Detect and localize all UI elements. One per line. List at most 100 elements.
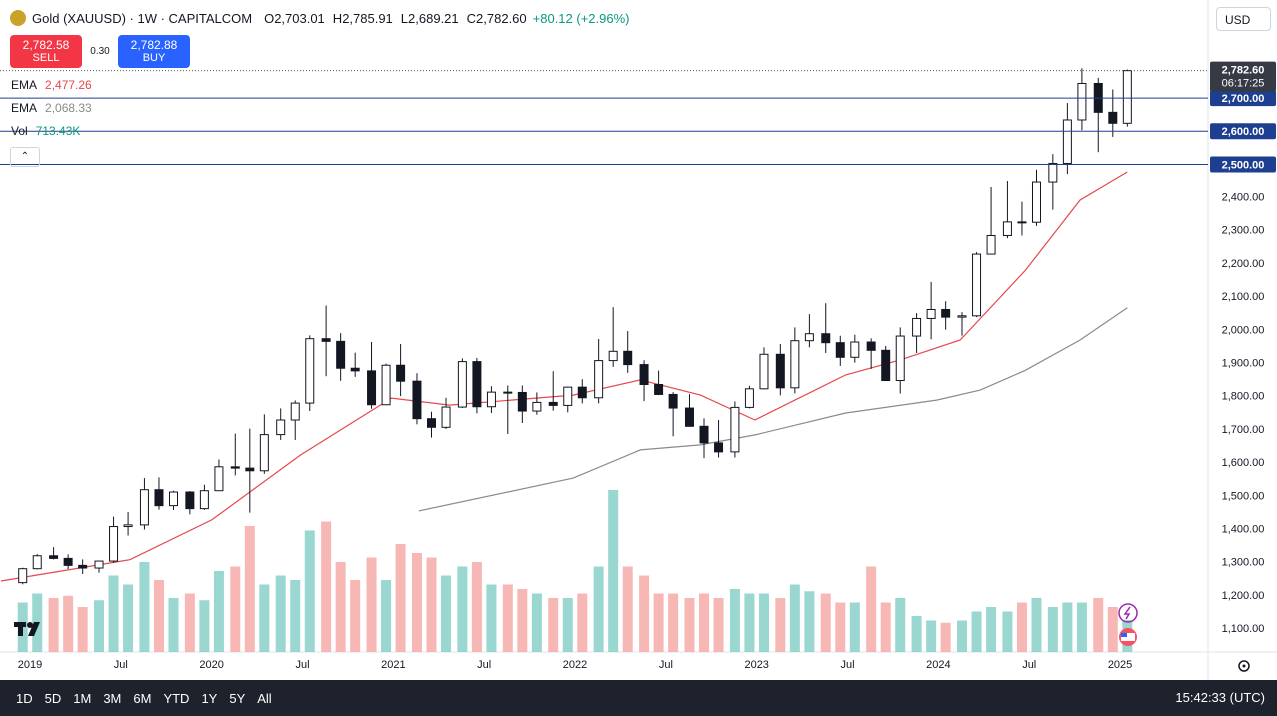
volume-bar bbox=[184, 593, 195, 652]
volume-bar bbox=[940, 622, 951, 652]
volume-bar bbox=[199, 600, 210, 652]
timeframe-button[interactable]: 5Y bbox=[229, 690, 246, 706]
timeframe-button[interactable]: All bbox=[257, 690, 272, 706]
price-line-label-bg bbox=[1210, 123, 1276, 140]
y-tick-label: 1,500.00 bbox=[1222, 490, 1265, 502]
sell-price: 2,782.58 bbox=[22, 37, 70, 52]
volume-bar bbox=[653, 593, 664, 652]
volume-bar bbox=[153, 580, 164, 652]
volume-bar bbox=[713, 598, 724, 652]
sell-button[interactable]: 2,782.58 SELL bbox=[10, 35, 82, 68]
legend-name: Vol bbox=[11, 124, 28, 138]
timeframe-button[interactable]: 1D bbox=[16, 690, 33, 706]
candle-body bbox=[714, 442, 724, 453]
legend-value: 2,477.26 bbox=[45, 78, 92, 92]
volume-bar bbox=[411, 553, 422, 652]
candle-body bbox=[336, 340, 346, 369]
ohlc-item: O2,703.01 bbox=[264, 11, 325, 26]
timeframe-button[interactable]: 1M bbox=[73, 690, 92, 706]
candle-body bbox=[866, 341, 876, 351]
volume-bar bbox=[213, 571, 224, 652]
candle-body bbox=[18, 568, 28, 584]
candle-body bbox=[94, 560, 104, 569]
volume-bar bbox=[381, 580, 392, 652]
settings-icon[interactable] bbox=[1238, 660, 1250, 672]
volume-bar bbox=[77, 607, 88, 652]
volume-bar bbox=[926, 620, 937, 652]
timeframe-button[interactable]: 5D bbox=[44, 690, 62, 706]
x-tick-label: Jul bbox=[477, 659, 491, 671]
candle-body bbox=[699, 425, 709, 444]
ohlc-item: C2,782.60 bbox=[467, 11, 527, 26]
y-tick-label: 1,300.00 bbox=[1222, 557, 1265, 569]
legend-row: EMA 2,068.33 bbox=[11, 101, 92, 115]
candle-body bbox=[123, 524, 133, 528]
volume-bar bbox=[1076, 602, 1087, 652]
volume-bar bbox=[971, 611, 982, 652]
volume-bar bbox=[957, 620, 968, 652]
volume-bar bbox=[304, 530, 315, 652]
candle-body bbox=[472, 361, 482, 408]
x-tick-label: Jul bbox=[659, 659, 673, 671]
volume-bar bbox=[168, 598, 179, 652]
legend-row: EMA 2,477.26 bbox=[11, 78, 92, 92]
volume-bar bbox=[911, 616, 922, 652]
x-tick-label: Jul bbox=[841, 659, 855, 671]
ohlc-key: L bbox=[400, 10, 409, 26]
buy-button[interactable]: 2,782.88 BUY bbox=[118, 35, 190, 68]
candle-body bbox=[426, 418, 436, 428]
candle-body bbox=[532, 401, 542, 412]
volume-bar bbox=[1062, 602, 1073, 652]
ohlc-value: 2,782.60 bbox=[476, 10, 527, 26]
ohlc-value: 2,689.21 bbox=[408, 10, 459, 26]
volume-bar bbox=[1031, 598, 1042, 652]
y-tick-label: 2,200.00 bbox=[1222, 258, 1265, 270]
volume-bar bbox=[639, 575, 650, 652]
indicator-icons[interactable] bbox=[1118, 603, 1138, 646]
candle-body bbox=[230, 466, 240, 469]
timeframe-button[interactable]: 3M bbox=[103, 690, 122, 706]
candle-body bbox=[517, 391, 527, 412]
volume-bar bbox=[684, 598, 695, 652]
ohlc-value: 2,785.91 bbox=[342, 10, 393, 26]
candle-body bbox=[199, 490, 209, 510]
volume-bar bbox=[577, 593, 588, 652]
candle-body bbox=[941, 308, 951, 318]
legend-row: Vol 713.43K bbox=[11, 124, 80, 138]
volume-bar bbox=[849, 602, 860, 652]
volume-bar bbox=[230, 566, 241, 652]
candle-body bbox=[214, 466, 224, 492]
collapse-button[interactable]: ⌃ bbox=[10, 147, 40, 167]
candle-body bbox=[259, 434, 269, 472]
candle-body bbox=[759, 353, 769, 390]
price-line-label-bg bbox=[1210, 156, 1276, 173]
timeframe-button[interactable]: YTD bbox=[163, 690, 190, 706]
volume-bar bbox=[426, 557, 437, 652]
buy-label: BUY bbox=[142, 51, 166, 64]
volume-bar bbox=[895, 598, 906, 652]
candle-body bbox=[1077, 82, 1087, 121]
volume-bar bbox=[139, 562, 150, 652]
volume-bar bbox=[789, 584, 800, 652]
timeframe-button[interactable]: 6M bbox=[133, 690, 152, 706]
currency-select[interactable]: USD bbox=[1216, 7, 1271, 31]
volume-bar bbox=[1107, 607, 1118, 652]
volume-bar bbox=[1016, 602, 1027, 652]
sell-label: SELL bbox=[32, 51, 60, 64]
volume-bar bbox=[335, 562, 346, 652]
bottom-toolbar: 1D 5D 1M 3M 6M YTD 1Y 5Y All 15:42:33 (UTC) bbox=[0, 680, 1277, 716]
candle-body bbox=[63, 557, 73, 566]
header: Gold (XAUUSD) · 1W · CAPITALCOM O2,703.0… bbox=[10, 10, 630, 26]
timeframe-button[interactable]: 1Y bbox=[201, 690, 218, 706]
x-tick-label: Jul bbox=[1022, 659, 1036, 671]
candle-body bbox=[78, 564, 88, 569]
candle-body bbox=[623, 350, 633, 366]
candle-body bbox=[744, 388, 754, 408]
volume-bar bbox=[804, 591, 815, 652]
candle-body bbox=[790, 340, 800, 389]
volume-bar bbox=[259, 584, 270, 652]
symbol-title[interactable]: Gold (XAUUSD) · 1W · CAPITALCOM bbox=[32, 10, 253, 26]
volume-bar bbox=[123, 584, 134, 652]
candle-body bbox=[503, 391, 513, 394]
